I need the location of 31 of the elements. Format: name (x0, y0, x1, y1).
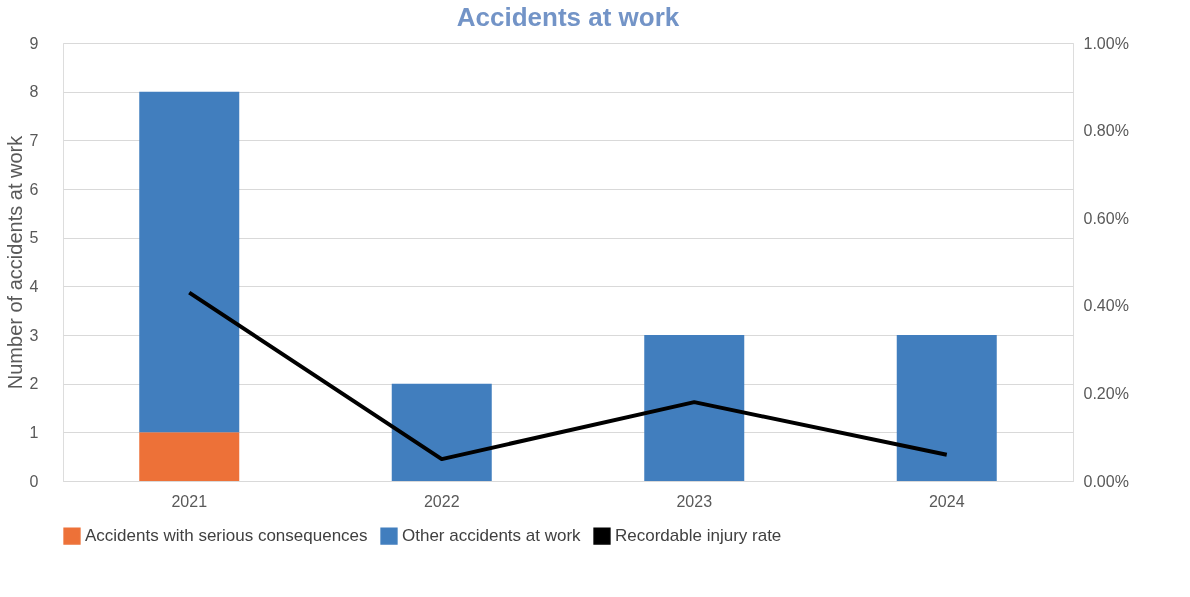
bar (139, 91, 240, 433)
chart-title: Accidents at work (456, 2, 680, 32)
legend-label: Recordable injury rate (615, 526, 782, 546)
bar (391, 383, 492, 481)
y2-tick-label: 0.80% (1083, 122, 1129, 140)
y-tick-label: 4 (29, 277, 39, 295)
x-tick-label: 2022 (423, 492, 460, 510)
bar (896, 335, 997, 481)
x-tick-label: 2024 (928, 492, 965, 510)
y-tick-label: 7 (29, 131, 39, 149)
bar (644, 335, 745, 481)
y2-tick-label: 0.60% (1083, 209, 1129, 227)
y-tick-label: 1 (29, 423, 39, 441)
y-tick-label: 0 (29, 472, 39, 490)
legend-label: Other accidents at work (402, 526, 582, 546)
y2-tick-label: 0.00% (1083, 472, 1129, 490)
y-tick-label: 5 (29, 229, 39, 247)
line-series (187, 290, 949, 462)
x-tick-label: 2021 (171, 492, 208, 510)
y-tick-label: 2 (29, 375, 39, 393)
y-tick-label: 6 (29, 180, 39, 198)
bar (139, 432, 240, 481)
y2-tick-label: 0.40% (1083, 297, 1129, 315)
y-tick-label: 3 (29, 326, 39, 344)
x-tick-label: 2023 (676, 492, 713, 510)
y-axis-title: Number of accidents at work (3, 134, 26, 390)
y-tick-label: 8 (29, 83, 39, 101)
y2-tick-label: 0.20% (1083, 384, 1129, 402)
y-tick-label: 9 (29, 34, 39, 52)
legend-label: Accidents with serious consequences (85, 526, 368, 546)
y2-tick-label: 1.00% (1083, 34, 1129, 52)
